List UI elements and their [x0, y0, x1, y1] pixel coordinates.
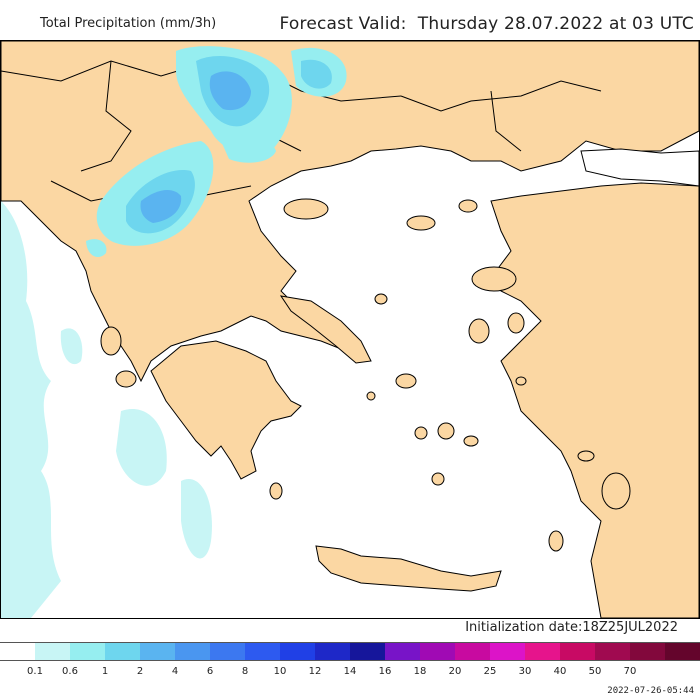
legend-swatch — [630, 643, 665, 660]
legend-label: 8 — [241, 666, 249, 677]
legend-swatch — [280, 643, 315, 660]
sea-precip-area — [1, 201, 212, 618]
land-precip-area — [86, 46, 347, 257]
legend-swatch — [70, 643, 105, 660]
legend-label: 14 — [343, 666, 357, 677]
legend-label: 10 — [273, 666, 287, 677]
timestamp: 2022-07-26-05:44 — [607, 686, 694, 696]
legend-swatch — [490, 643, 525, 660]
legend-labels: 0.1 0.6 1 2 4 6 8 10 12 14 16 18 20 25 30 40 50 70 — [0, 666, 700, 680]
legend-label: 20 — [448, 666, 462, 677]
legend-label: 0.6 — [62, 666, 78, 677]
legend-swatch — [175, 643, 210, 660]
map-title: Total Precipitation (mm/3h) — [40, 16, 217, 31]
forecast-valid-value: Thursday 28.07.2022 at 03 UTC — [417, 14, 694, 34]
legend-swatch — [0, 643, 35, 660]
init-value: 18Z25JUL2022 — [582, 620, 678, 635]
init-label: Initialization date: — [465, 620, 583, 635]
forecast-valid-time: Forecast Valid: Thursday 28.07.2022 at 0… — [280, 14, 694, 34]
legend-label: 4 — [171, 666, 179, 677]
legend-swatch — [560, 643, 595, 660]
legend-label: 40 — [553, 666, 567, 677]
legend-label: 50 — [588, 666, 602, 677]
legend-swatch — [595, 643, 630, 660]
legend-swatch — [140, 643, 175, 660]
legend-label: 2 — [136, 666, 144, 677]
legend-label: 0.1 — [27, 666, 43, 677]
legend-label: 25 — [483, 666, 497, 677]
legend-swatch — [350, 643, 385, 660]
legend-label: 30 — [518, 666, 532, 677]
legend-label: 16 — [378, 666, 392, 677]
legend-swatch — [420, 643, 455, 660]
forecast-valid-label: Forecast Valid: — [279, 14, 407, 34]
legend-label: 18 — [413, 666, 427, 677]
legend-swatch — [105, 643, 140, 660]
legend-label: 70 — [623, 666, 637, 677]
legend-label: 12 — [308, 666, 322, 677]
precipitation-legend — [0, 642, 700, 661]
legend-swatch — [35, 643, 70, 660]
legend-swatch — [665, 643, 700, 660]
initialization-date: Initialization date:18Z25JUL2022 — [465, 620, 678, 635]
precipitation-map — [0, 40, 700, 619]
legend-swatch — [315, 643, 350, 660]
legend-swatch — [525, 643, 560, 660]
legend-swatch — [455, 643, 490, 660]
legend-swatch — [210, 643, 245, 660]
legend-label: 1 — [101, 666, 109, 677]
land — [1, 41, 699, 618]
legend-swatch — [385, 643, 420, 660]
legend-swatch — [245, 643, 280, 660]
legend-label: 6 — [206, 666, 214, 677]
